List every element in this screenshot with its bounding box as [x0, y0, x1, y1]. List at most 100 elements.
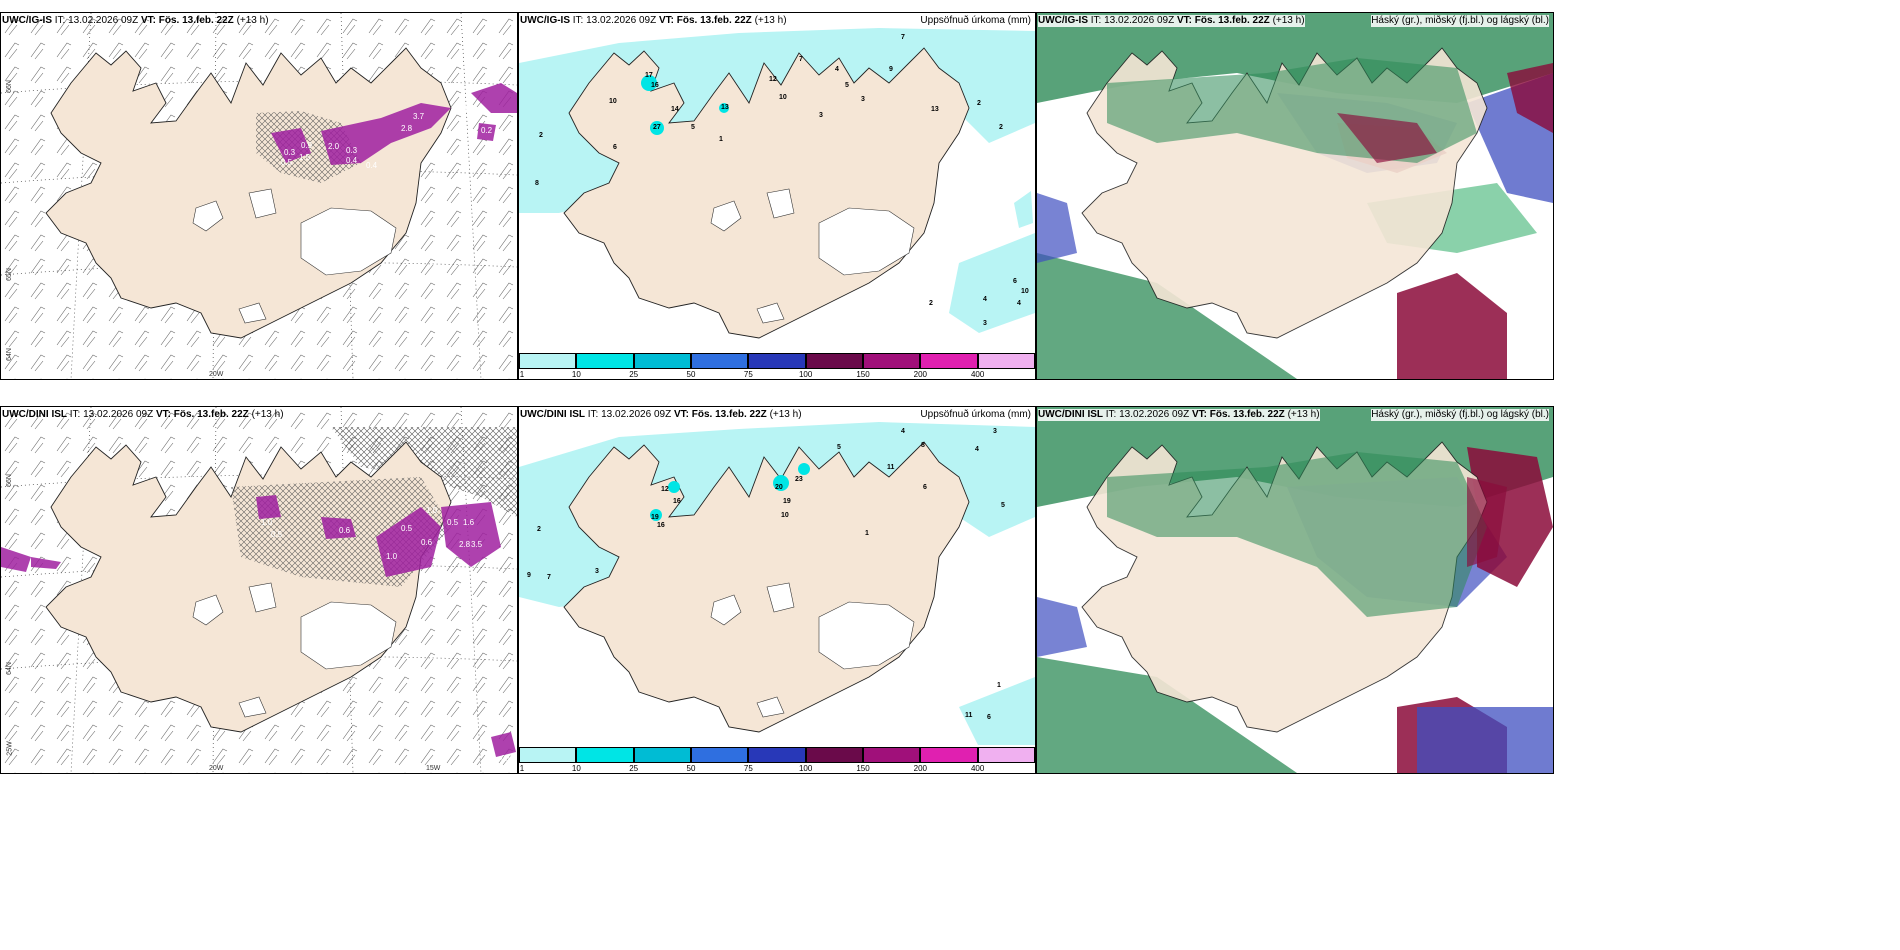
colorbar-tick-label: 200: [913, 764, 928, 773]
panel-wind-snow-dini: UWC/DINI ISL IT: 13.02.2026 09Z VT: Fös.…: [0, 406, 518, 774]
colorbar-tick-label: 75: [743, 370, 753, 379]
colorbar-tick-label: 1: [519, 764, 525, 773]
precip-value: 6: [987, 714, 991, 721]
precip-value: 5: [845, 82, 849, 89]
precip-value: 3: [595, 568, 599, 575]
precip-value: 1: [997, 682, 1001, 689]
panel-header: UWC/IG-IS IT: 13.02.2026 09Z VT: Fös. 13…: [520, 15, 787, 26]
precip-value: 2: [999, 124, 1003, 131]
panel-precip-dini: UWC/DINI ISL IT: 13.02.2026 09Z VT: Fös.…: [518, 406, 1036, 774]
snow-label: 0.5: [271, 530, 283, 539]
colorbar-swatch: [633, 353, 691, 369]
colorbar-tick-label: 50: [686, 370, 696, 379]
colorbar-tick-label: 200: [913, 370, 928, 379]
precip-value: 16: [657, 522, 665, 529]
precip-value: 4: [975, 446, 979, 453]
panel-clouds-igis: UWC/IG-IS IT: 13.02.2026 09Z VT: Fös. 13…: [1036, 12, 1554, 380]
precip-value: 19: [651, 514, 659, 521]
colorbar-tick-label: 100: [798, 370, 813, 379]
precip-value: 12: [661, 486, 669, 493]
precip-value: 6: [923, 484, 927, 491]
lat-label-65: 64N: [5, 662, 13, 675]
snow-label: 0.2: [481, 126, 493, 135]
snow-label: 0.4: [366, 161, 378, 170]
precip-colorbar: 1 10 25 50 75 100 150 200 400: [519, 745, 1035, 773]
panel-title: Uppsöfnuð úrkoma (mm): [920, 15, 1031, 26]
colorbar-tick-label: 150: [856, 764, 870, 773]
lat-label-65: 65N: [5, 268, 13, 281]
colorbar-swatch: [805, 747, 863, 763]
colorbar-tick-label: 400: [970, 764, 985, 773]
precip-value: 2: [539, 132, 543, 139]
colorbar-tick-label: 75: [743, 764, 753, 773]
precip-value: 10: [779, 94, 787, 101]
iceland-landmass: [563, 441, 970, 733]
precip-value: 7: [547, 574, 551, 581]
snow-label: 0.5: [281, 158, 293, 167]
colorbar-tick-label: 400: [970, 370, 985, 379]
snow-label: 3.5: [471, 540, 483, 549]
colorbar-swatch: [748, 353, 806, 369]
panel-clouds-dini: UWC/DINI ISL IT: 13.02.2026 09Z VT: Fös.…: [1036, 406, 1554, 774]
colorbar-tick-label: 10: [571, 764, 581, 773]
precip-value: 8: [535, 180, 539, 187]
colorbar-swatch: [576, 353, 634, 369]
snow-label: 2.8: [459, 540, 471, 549]
snow-label: 0.5: [447, 518, 459, 527]
precip-value: 2: [929, 300, 933, 307]
precip-value: 8: [921, 442, 925, 449]
colorbar-swatch: [691, 353, 749, 369]
precip-value: 14: [671, 106, 679, 113]
precip-value: 4: [835, 66, 839, 73]
wind-snow-map: 1.0 0.6 0.5 1.0 0.6 0.5 1.6 2.8 3.5 0.5 …: [1, 407, 517, 773]
precip-value: 2: [537, 526, 541, 533]
colorbar-tick-label: 1: [519, 370, 525, 379]
precip-value: 5: [1001, 502, 1005, 509]
snow-label: 0.3: [284, 148, 296, 157]
lat-label-66: 66N: [5, 80, 13, 93]
lon-label-20w: 20W: [209, 765, 224, 772]
precip-value: 11: [965, 712, 973, 719]
snow-label: 1.6: [463, 518, 475, 527]
snow-label: 1.6: [456, 104, 468, 113]
panel-wind-snow-igis: UWC/IG-IS IT: 13.02.2026 09Z VT: Fös. 13…: [0, 12, 518, 380]
colorbar-swatch: [805, 353, 863, 369]
precip-value: 7: [901, 34, 905, 41]
snow-label: 2.0: [328, 142, 340, 151]
colorbar-swatch: [748, 747, 806, 763]
clouds-map: [1037, 407, 1553, 773]
clouds-map: [1037, 13, 1553, 379]
snow-label: 0.6: [339, 526, 351, 535]
snow-label: 2.8: [401, 124, 413, 133]
precip-value: 16: [651, 82, 659, 89]
snow-label: 0.5: [401, 524, 413, 533]
panel-header: UWC/IG-IS IT: 13.02.2026 09Z VT: Fös. 13…: [1038, 15, 1305, 27]
panel-header: UWC/DINI ISL IT: 13.02.2026 09Z VT: Fös.…: [520, 409, 802, 420]
snow-label: 0.3: [346, 146, 358, 155]
colorbar-swatch: [633, 747, 691, 763]
precip-value: 27: [653, 124, 661, 131]
lon-label-15w: 15W: [426, 765, 441, 772]
precip-value: 19: [783, 498, 791, 505]
precip-value: 9: [527, 572, 531, 579]
precip-value: 2: [977, 100, 981, 107]
precip-value: 16: [673, 498, 681, 505]
precip-value: 4: [1017, 300, 1021, 307]
precip-value: 12: [769, 76, 777, 83]
panel-title: Háský (gr.), miðský (fj.bl.) og lágský (…: [1371, 15, 1549, 27]
colorbar-tick-label: 100: [798, 764, 813, 773]
snow-label: 1.0: [261, 518, 273, 527]
colorbar-tick-label: 50: [686, 764, 696, 773]
precip-value: 5: [837, 444, 841, 451]
precip-value: 1: [865, 530, 869, 537]
panel-precip-igis: UWC/IG-IS IT: 13.02.2026 09Z VT: Fös. 13…: [518, 12, 1036, 380]
precip-value: 1: [719, 136, 723, 143]
precip-value: 6: [613, 144, 617, 151]
colorbar-swatch: [920, 747, 978, 763]
precip-value: 3: [861, 96, 865, 103]
lon-label-20w: 20W: [209, 371, 224, 378]
precip-value: 3: [993, 428, 997, 435]
panel-header: UWC/DINI ISL IT: 13.02.2026 09Z VT: Fös.…: [1038, 409, 1320, 421]
iceland-landmass: [563, 47, 970, 339]
colorbar-swatch: [863, 353, 921, 369]
